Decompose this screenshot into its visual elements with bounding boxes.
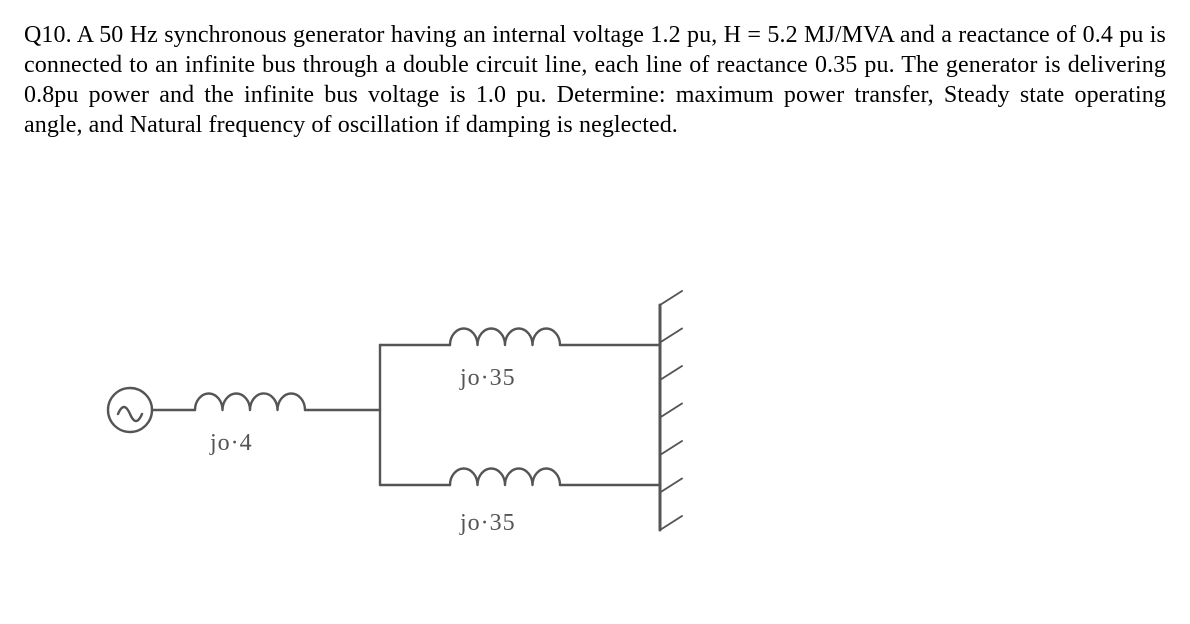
circuit-diagram: jo·4 jo·35 jo·35 xyxy=(100,290,750,590)
label-line-bottom: jo·35 xyxy=(460,510,516,537)
question-text: Q10. A 50 Hz synchronous generator havin… xyxy=(24,20,1166,140)
circuit-svg xyxy=(100,290,750,590)
label-line-top: jo·35 xyxy=(460,365,516,392)
question-number: Q10. xyxy=(24,22,72,48)
label-gen-reactance: jo·4 xyxy=(210,430,253,457)
question-body: A 50 Hz synchronous generator having an … xyxy=(24,22,1166,138)
